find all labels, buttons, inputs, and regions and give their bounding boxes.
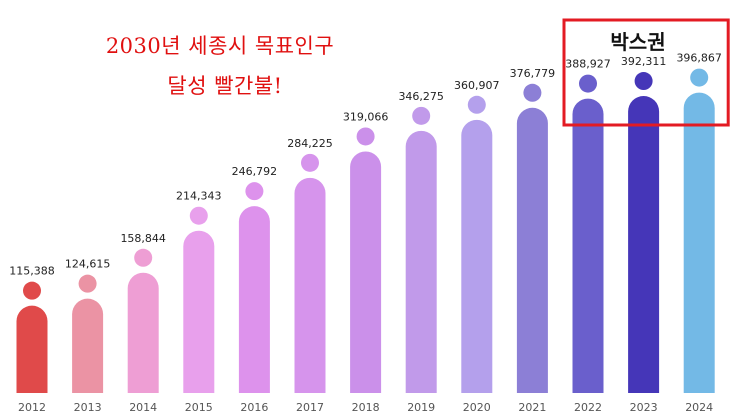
bar-head-2023	[634, 72, 653, 91]
bar-head-2022	[579, 74, 597, 93]
highlight-box	[562, 18, 730, 127]
bar-body-2021	[516, 107, 548, 393]
year-label-2018: 2018	[352, 401, 380, 414]
year-label-2023: 2023	[630, 401, 658, 414]
year-label-2014: 2014	[129, 401, 157, 414]
bar-body-2022	[572, 98, 604, 393]
year-label-2015: 2015	[185, 401, 213, 414]
bar-head-2016	[245, 182, 264, 201]
value-label-2014: 158,844	[120, 232, 166, 245]
year-label-2024: 2024	[685, 401, 713, 414]
year-label-2013: 2013	[74, 401, 102, 414]
bar-body-2015	[183, 230, 215, 393]
bar-head-2019	[412, 106, 431, 125]
bar-head-2021	[523, 83, 542, 102]
bar-body-2023	[628, 96, 660, 394]
bar-head-2017	[301, 153, 319, 172]
bar-body-2016	[238, 206, 270, 393]
year-label-2017: 2017	[296, 401, 324, 414]
value-label-2017: 284,225	[287, 137, 333, 150]
highlight-box-label: 박스권	[610, 30, 666, 54]
value-label-2023: 392,311	[621, 55, 667, 68]
year-label-2020: 2020	[463, 401, 491, 414]
bar-head-2024	[690, 68, 709, 87]
bar-body-2024	[683, 92, 715, 393]
value-label-2012: 115,388	[9, 265, 55, 278]
year-label-2012: 2012	[18, 401, 46, 414]
value-label-2018: 319,066	[343, 110, 389, 123]
value-label-2024: 396,867	[676, 52, 722, 65]
headline-line-2: 달성 빨간불!	[167, 74, 283, 98]
bar-head-2020	[467, 95, 486, 114]
bar-head-2018	[356, 127, 375, 146]
bar-head-2015	[189, 206, 208, 225]
bar-head-2013	[78, 274, 97, 293]
value-label-2015: 214,343	[176, 190, 222, 203]
year-label-2019: 2019	[407, 401, 435, 414]
bar-body-2019	[405, 130, 437, 394]
year-label-2022: 2022	[574, 401, 602, 414]
value-label-2019: 346,275	[398, 90, 444, 103]
year-label-2021: 2021	[518, 401, 546, 414]
bar-body-2020	[461, 119, 493, 393]
bar-body-2013	[72, 298, 104, 393]
bar-body-2012	[16, 305, 48, 393]
year-label-2016: 2016	[240, 401, 268, 414]
value-label-2020: 360,907	[454, 79, 500, 92]
bars-layer: 115,388 2012 124,615 2013 158,844 2014 214,343…	[9, 52, 722, 414]
bar-body-2018	[350, 151, 382, 393]
bar-body-2014	[127, 272, 159, 393]
bar-head-2014	[134, 248, 153, 267]
bar-body-2017	[294, 177, 326, 393]
headline-line-1: 2030년 세종시 목표인구	[105, 34, 335, 58]
value-label-2021: 376,779	[510, 67, 556, 80]
value-label-2022: 388,927	[565, 58, 611, 71]
value-label-2013: 124,615	[65, 258, 111, 271]
value-label-2016: 246,792	[232, 165, 278, 178]
bar-head-2012	[23, 281, 41, 300]
